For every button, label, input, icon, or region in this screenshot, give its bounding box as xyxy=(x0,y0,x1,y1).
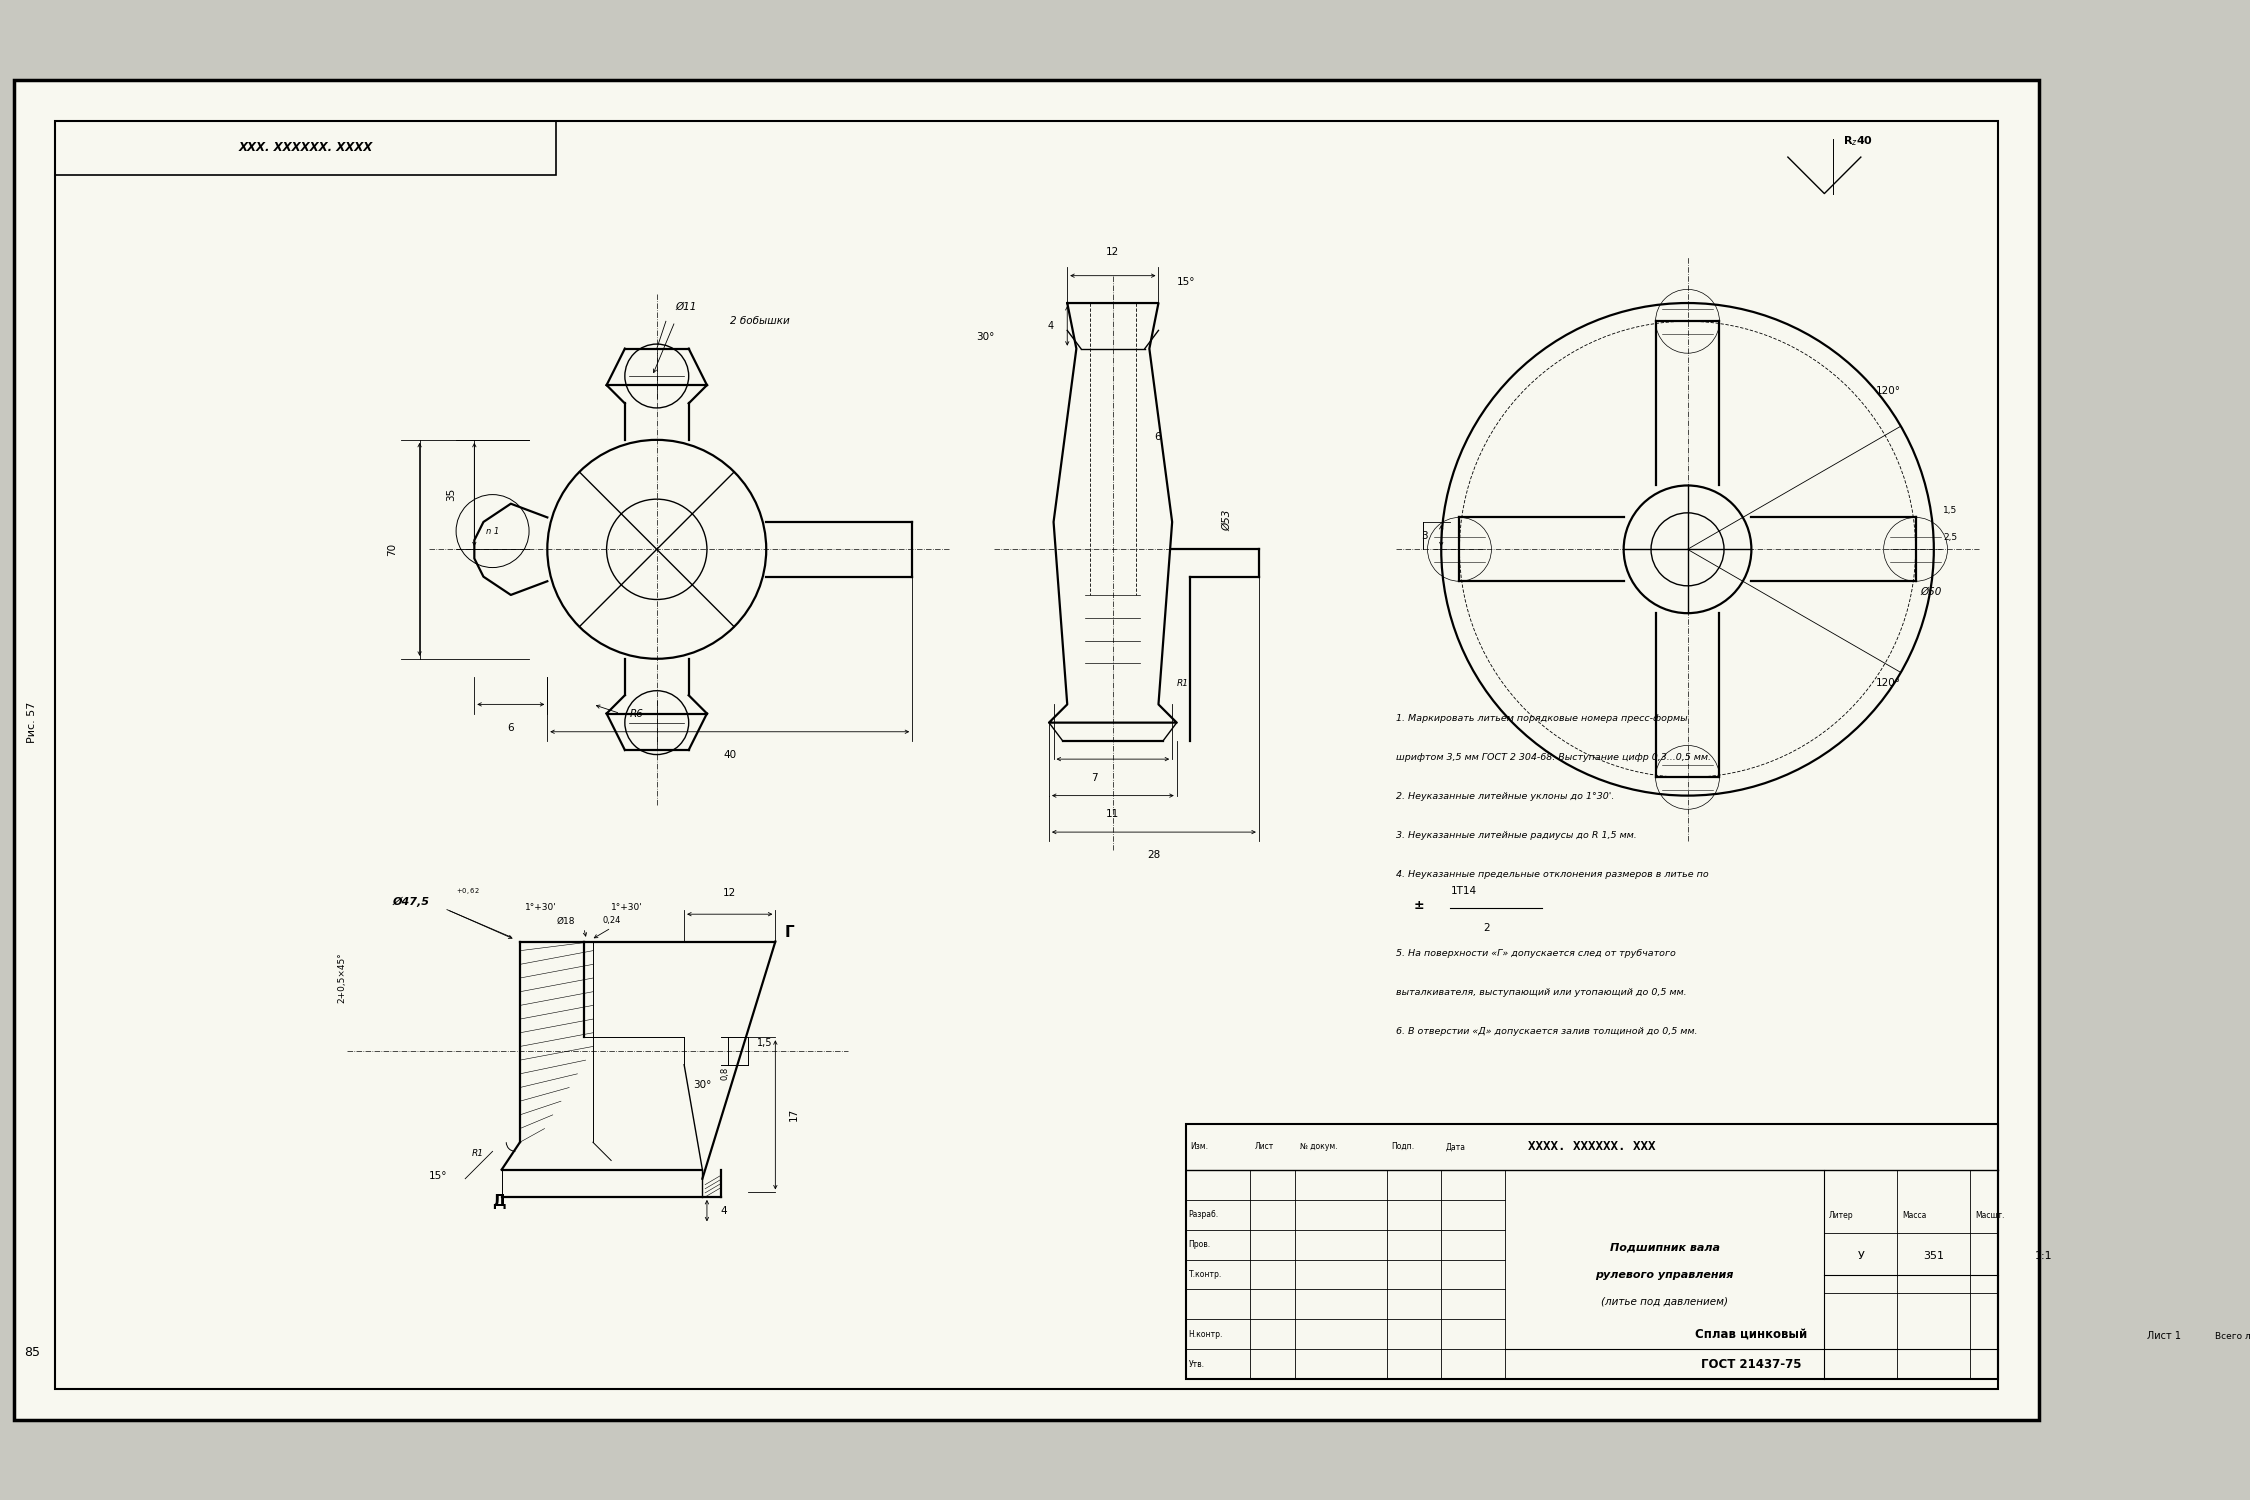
Text: 1. Маркировать литьем порядковые номера пресс-формы: 1. Маркировать литьем порядковые номера … xyxy=(1395,714,1688,723)
Text: 6: 6 xyxy=(508,723,515,732)
Text: n 1: n 1 xyxy=(486,526,500,536)
Text: Всего листов 1: Всего листов 1 xyxy=(2214,1332,2250,1341)
Text: 4. Неуказанные предельные отклонения размеров в литье по: 4. Неуказанные предельные отклонения раз… xyxy=(1395,870,1708,879)
Text: XXX. XXXXXX. XXXX: XXX. XXXXXX. XXXX xyxy=(238,141,374,154)
Text: 2,5: 2,5 xyxy=(1944,532,1958,542)
Text: Литер: Литер xyxy=(1829,1210,1854,1219)
Text: Лист 1: Лист 1 xyxy=(2146,1330,2180,1341)
Text: 0,24: 0,24 xyxy=(603,916,621,926)
Text: R6: R6 xyxy=(630,708,644,718)
Text: 6. В отверстии «Д» допускается залив толщиной до 0,5 мм.: 6. В отверстии «Д» допускается залив тол… xyxy=(1395,1028,1696,1036)
Text: Подп.: Подп. xyxy=(1390,1143,1415,1152)
Text: 0,8: 0,8 xyxy=(720,1066,729,1080)
Text: 1:1: 1:1 xyxy=(2034,1251,2052,1262)
Text: Ø11: Ø11 xyxy=(675,302,698,312)
Text: 12: 12 xyxy=(722,888,736,898)
Text: 351: 351 xyxy=(1924,1251,1944,1262)
Text: ГОСТ 21437-75: ГОСТ 21437-75 xyxy=(1701,1358,1802,1371)
Text: 2: 2 xyxy=(1483,924,1490,933)
Text: 4: 4 xyxy=(1048,321,1053,332)
Text: 2. Неуказанные литейные уклоны до 1°30'.: 2. Неуказанные литейные уклоны до 1°30'. xyxy=(1395,792,1613,801)
Text: 15°: 15° xyxy=(430,1170,448,1180)
Text: 3. Неуказанные литейные радиусы до R 1,5 мм.: 3. Неуказанные литейные радиусы до R 1,5… xyxy=(1395,831,1636,840)
Text: Масшт.: Масшт. xyxy=(1976,1210,2005,1219)
Text: Ø18: Ø18 xyxy=(556,916,576,926)
Text: 35: 35 xyxy=(446,488,457,501)
Text: Ø53: Ø53 xyxy=(1222,510,1233,531)
Text: 85: 85 xyxy=(25,1346,40,1359)
Text: 1Т14: 1Т14 xyxy=(1451,886,1476,896)
Text: 2+0,5×45°: 2+0,5×45° xyxy=(338,952,346,1004)
Text: Дата: Дата xyxy=(1447,1143,1465,1152)
Text: 70: 70 xyxy=(387,543,396,556)
Text: рулевого управления: рулевого управления xyxy=(1595,1269,1735,1280)
Text: Д: Д xyxy=(493,1194,506,1209)
Text: Масса: Масса xyxy=(1901,1210,1926,1219)
Bar xyxy=(1186,1124,1998,1380)
Text: Пров.: Пров. xyxy=(1188,1240,1210,1250)
Text: Ø47,5: Ø47,5 xyxy=(392,897,430,908)
Text: № докум.: № докум. xyxy=(1300,1143,1336,1152)
Text: Подшипник вала: Подшипник вала xyxy=(1609,1242,1719,1252)
Text: 40: 40 xyxy=(722,750,736,760)
Text: Разраб.: Разраб. xyxy=(1188,1210,1220,1219)
Text: 30°: 30° xyxy=(976,332,994,342)
Text: R1: R1 xyxy=(472,1149,484,1158)
Text: У: У xyxy=(1858,1251,1865,1262)
Text: 15°: 15° xyxy=(1177,278,1195,286)
Text: 3: 3 xyxy=(1422,531,1426,540)
Text: 1,5: 1,5 xyxy=(1944,506,1958,515)
Bar xyxy=(54,120,556,176)
Text: 7: 7 xyxy=(1091,772,1098,783)
Text: Утв.: Утв. xyxy=(1188,1360,1204,1370)
Text: 120°: 120° xyxy=(1876,387,1901,396)
Text: шрифтом 3,5 мм ГОСТ 2 304-68. Выступание цифр 0,3...0,5 мм.: шрифтом 3,5 мм ГОСТ 2 304-68. Выступание… xyxy=(1395,753,1710,762)
Text: Изм.: Изм. xyxy=(1190,1143,1208,1152)
Text: R1: R1 xyxy=(1177,680,1188,688)
Text: 1°+30': 1°+30' xyxy=(612,903,643,912)
Text: 2 бобышки: 2 бобышки xyxy=(729,316,790,326)
Text: 17: 17 xyxy=(790,1108,799,1122)
Text: 1,5: 1,5 xyxy=(756,1038,772,1048)
Text: Рис. 57: Рис. 57 xyxy=(27,702,36,744)
Text: 4: 4 xyxy=(720,1206,727,1215)
Text: (литье под давлением): (литье под давлением) xyxy=(1602,1298,1728,1306)
Text: Н.контр.: Н.контр. xyxy=(1188,1330,1224,1340)
Text: выталкивателя, выступающий или утопающий до 0,5 мм.: выталкивателя, выступающий или утопающий… xyxy=(1395,988,1685,998)
Text: 1°+30': 1°+30' xyxy=(524,903,556,912)
Text: 11: 11 xyxy=(1107,810,1120,819)
Text: 6: 6 xyxy=(1154,432,1161,442)
Text: 30°: 30° xyxy=(693,1080,711,1089)
Text: 12: 12 xyxy=(1107,248,1120,258)
Text: Лист: Лист xyxy=(1253,1143,1274,1152)
Text: Т.контр.: Т.контр. xyxy=(1188,1270,1222,1280)
Text: $^{+0,62}$: $^{+0,62}$ xyxy=(457,888,479,898)
Text: XXXX. XXXXXX. XXX: XXXX. XXXXXX. XXX xyxy=(1528,1140,1656,1154)
Text: Ø50: Ø50 xyxy=(1919,586,1942,597)
Text: 5. На поверхности «Г» допускается след от трубчатого: 5. На поверхности «Г» допускается след о… xyxy=(1395,950,1676,958)
Text: Сплав цинковый: Сплав цинковый xyxy=(1694,1328,1807,1341)
Text: ±: ± xyxy=(1413,898,1424,912)
Text: 28: 28 xyxy=(1148,850,1161,861)
Text: 120°: 120° xyxy=(1876,678,1901,688)
Text: Г: Г xyxy=(785,926,794,940)
Text: R$_z$40: R$_z$40 xyxy=(1843,134,1872,148)
